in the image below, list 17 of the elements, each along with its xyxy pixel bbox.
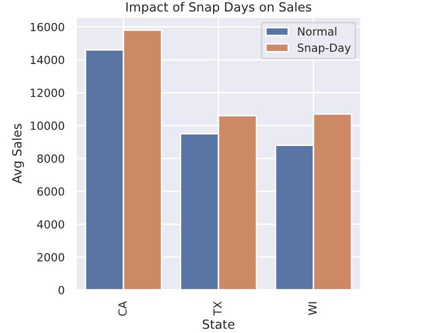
x-axis-title: State xyxy=(202,319,234,329)
x-tick-label: WI xyxy=(308,302,317,316)
y-tick-label: 8000 xyxy=(37,154,64,163)
y-tick-label: 12000 xyxy=(30,88,64,98)
legend-label: Normal xyxy=(298,27,336,36)
y-tick-label: 6000 xyxy=(37,187,64,196)
y-tick-label: 10000 xyxy=(30,122,64,130)
y-tick-label: 4000 xyxy=(37,220,64,229)
x-tick-label: TX xyxy=(213,301,222,316)
y-tick-label: 0 xyxy=(58,286,64,294)
legend-label: Snap-Day xyxy=(298,44,351,54)
y-tick-label: 16000 xyxy=(30,22,64,32)
x-tick-label: CA xyxy=(118,301,127,316)
y-tick-label: 2000 xyxy=(37,253,64,262)
y-axis-title: Avg Sales xyxy=(12,124,24,184)
chart-title: Impact of Snap Days on Sales xyxy=(126,2,312,14)
y-tick-label: 14000 xyxy=(30,56,64,64)
